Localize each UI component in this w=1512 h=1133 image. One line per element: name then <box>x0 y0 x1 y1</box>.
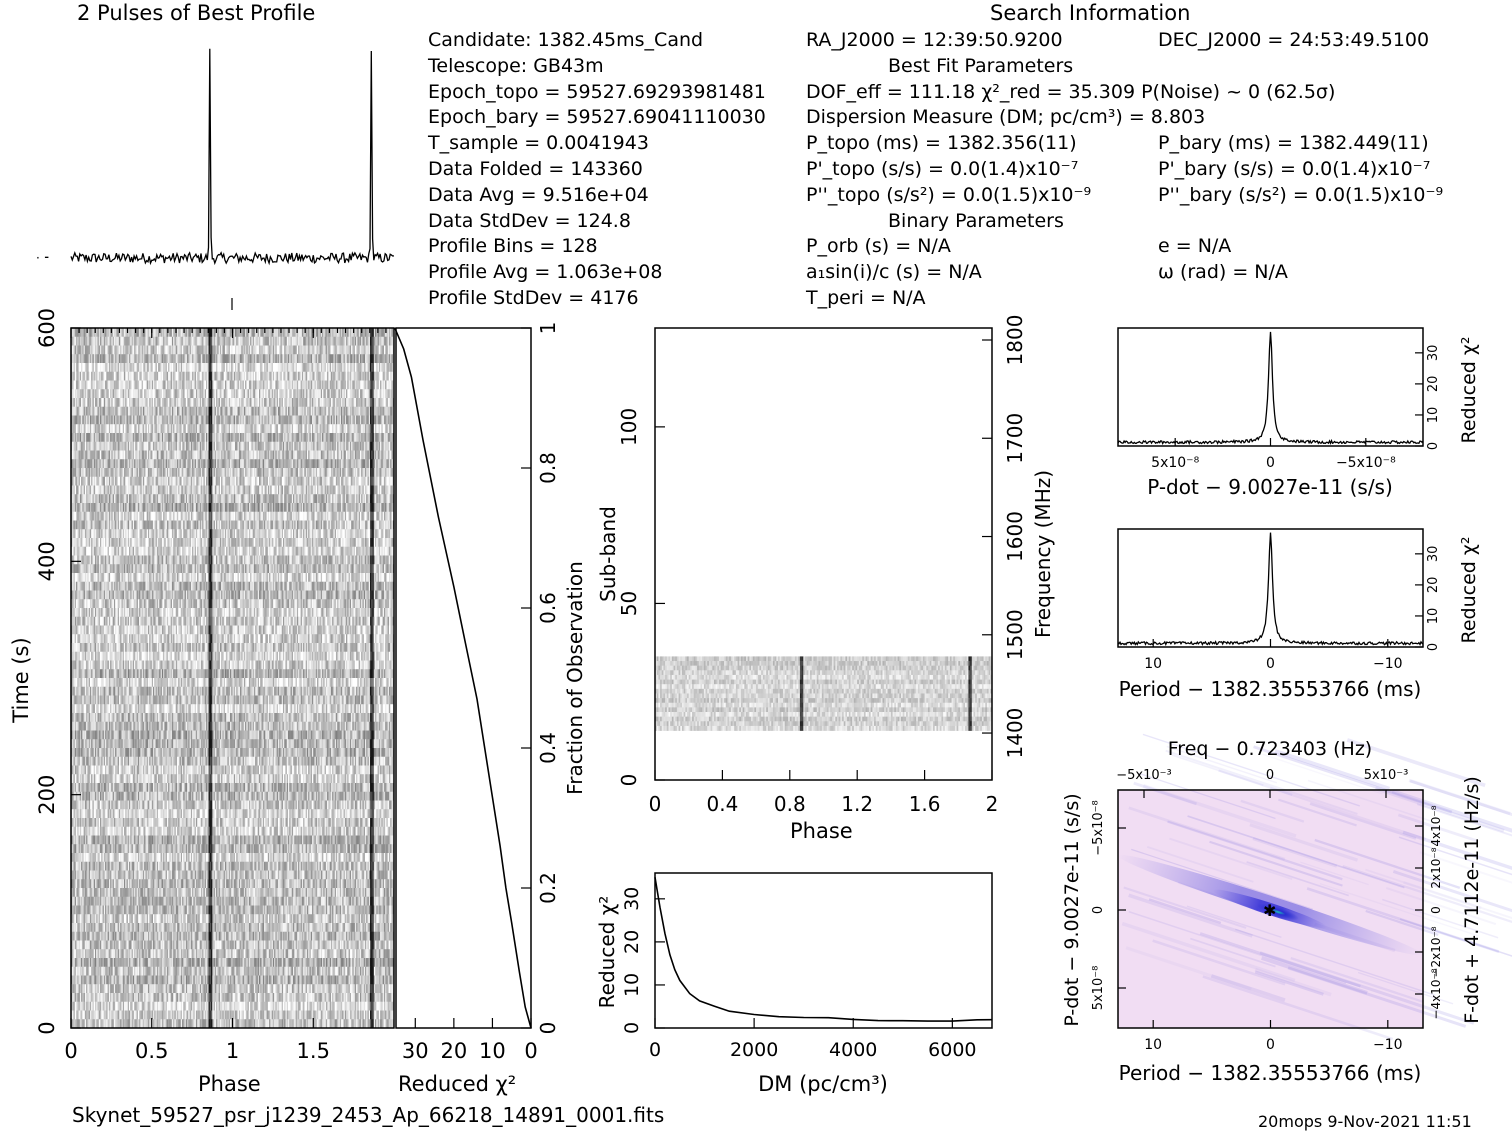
time-phase-greyscale <box>71 328 394 1028</box>
profile-errbar: · ⁃ <box>36 251 50 265</box>
profile-plot: · ⁃ <box>36 49 394 310</box>
profile-curve <box>71 49 394 263</box>
